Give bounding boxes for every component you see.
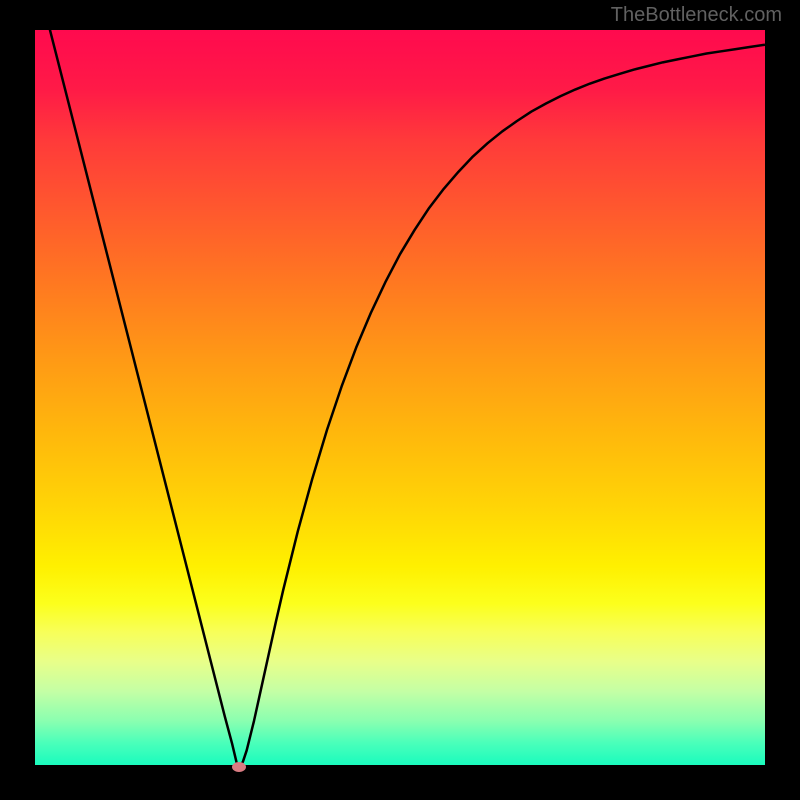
curve-layer: [35, 30, 765, 765]
bottleneck-curve: [35, 30, 765, 765]
watermark-text: TheBottleneck.com: [611, 4, 782, 27]
minimum-marker: [232, 762, 246, 772]
plot-area: [35, 30, 765, 765]
